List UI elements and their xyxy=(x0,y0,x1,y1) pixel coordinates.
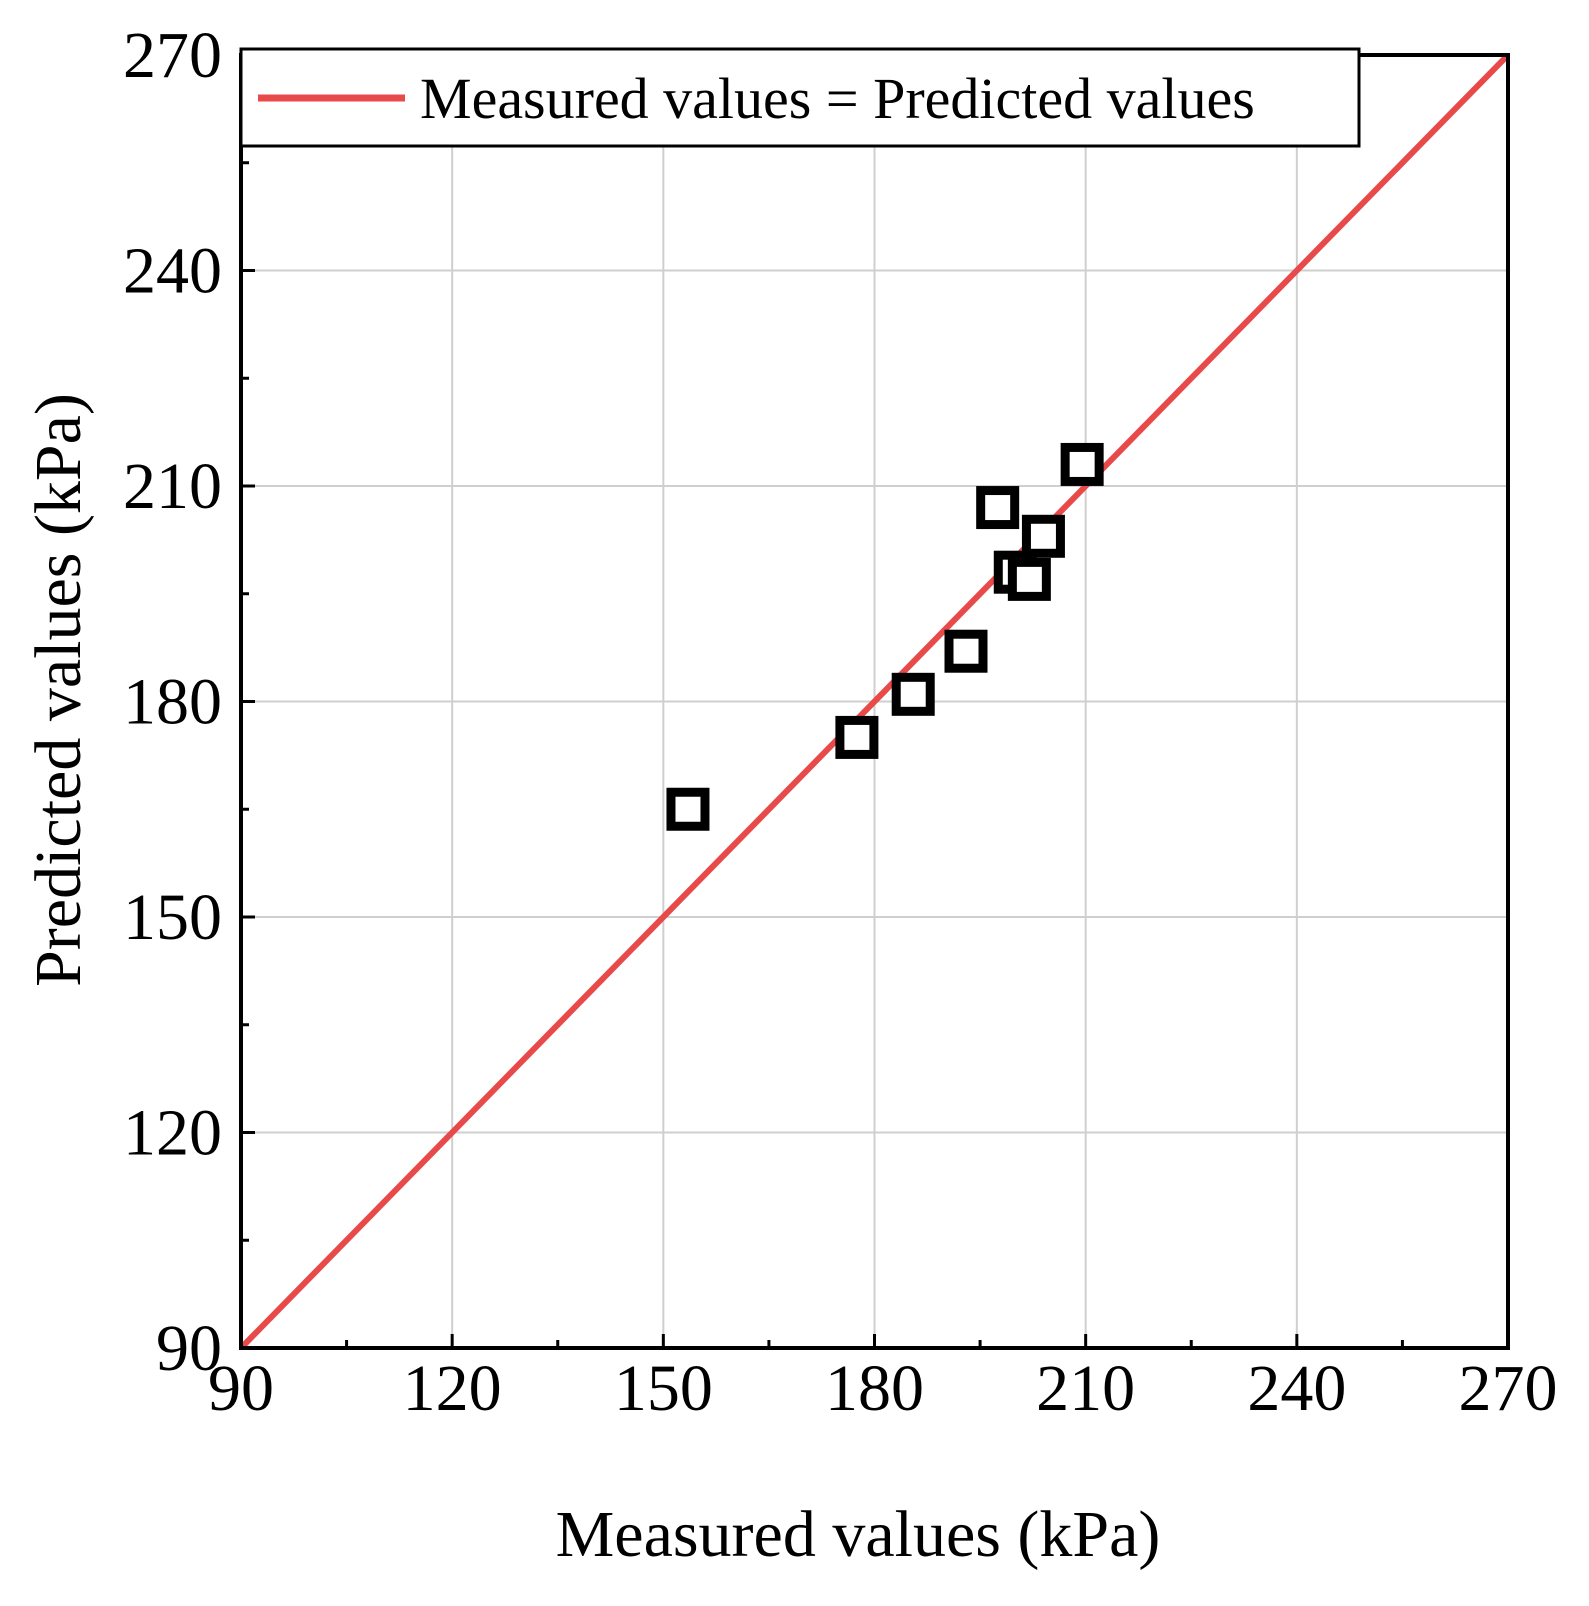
x-tick-label-120: 120 xyxy=(403,1352,502,1425)
reference-line-group xyxy=(238,52,1511,1351)
x-tick-label-270: 270 xyxy=(1459,1352,1558,1425)
data-point-3 xyxy=(891,672,935,716)
x-tick-label-210: 210 xyxy=(1036,1352,1135,1425)
x-axis-title: Measured values (kPa) xyxy=(556,1498,1161,1571)
data-point-4 xyxy=(944,629,988,673)
y-tick-label-150: 150 xyxy=(123,881,222,954)
x-tick-label-150: 150 xyxy=(614,1352,713,1425)
x-tick-label-90: 90 xyxy=(208,1352,274,1425)
reference-line xyxy=(238,52,1511,1351)
y-tick-label-240: 240 xyxy=(123,235,222,308)
legend-box xyxy=(239,47,1361,148)
y-tick-label-120: 120 xyxy=(123,1097,222,1170)
y-tick-labels: 90 120 150 180 210 240 270 xyxy=(123,19,222,1385)
y-tick-label-180: 180 xyxy=(123,666,222,739)
y-tick-label-210: 210 xyxy=(123,450,222,523)
y-tick-label-90: 90 xyxy=(156,1312,222,1385)
legend-label: Measured values = Predicted values xyxy=(420,66,1255,131)
data-point-5 xyxy=(976,486,1020,530)
data-point-7 xyxy=(1007,557,1051,601)
legend: Measured values = Predicted values xyxy=(239,47,1361,148)
y-tick-label-270: 270 xyxy=(123,19,222,92)
data-point-9 xyxy=(1060,442,1104,486)
data-point-8 xyxy=(1021,514,1065,558)
data-point-2 xyxy=(835,715,879,759)
axis-ticks xyxy=(239,53,1510,1350)
data-points xyxy=(666,442,1104,831)
data-point-1 xyxy=(666,787,710,831)
y-axis-title: Predicted values (kPa) xyxy=(22,393,95,987)
x-tick-labels: 90 120 150 180 210 240 270 xyxy=(208,1352,1558,1425)
x-tick-label-180: 180 xyxy=(825,1352,924,1425)
x-tick-label-240: 240 xyxy=(1247,1352,1346,1425)
